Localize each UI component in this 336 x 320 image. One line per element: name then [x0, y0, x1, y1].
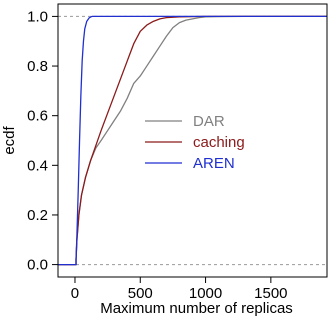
legend-label: caching: [193, 134, 245, 151]
y-tick-label: 0.6: [27, 108, 48, 125]
y-tick-label: 0.8: [27, 58, 48, 75]
x-tick-label: 1000: [189, 285, 222, 302]
x-axis: 0 500 1000 1500: [71, 277, 288, 302]
y-axis-title: ecdf: [1, 125, 18, 154]
legend-label: AREN: [193, 155, 235, 172]
series-line-aren: [58, 15, 327, 266]
series-line-caching: [58, 15, 327, 266]
y-axis: 0.0 0.2 0.4 0.6 0.8 1.0: [27, 8, 58, 274]
y-tick-label: 1.0: [27, 8, 48, 25]
x-axis-title: Maximum number of replicas: [100, 300, 293, 317]
y-tick-label: 0.0: [27, 257, 48, 274]
x-tick-label: 500: [128, 285, 153, 302]
x-tick-label: 0: [71, 285, 79, 302]
legend-label: DAR: [193, 113, 225, 130]
y-tick-label: 0.4: [27, 157, 48, 174]
x-tick-label: 1500: [254, 285, 287, 302]
plot-frame: [57, 3, 328, 278]
series-lines: [58, 15, 327, 266]
legend: DAR caching AREN: [145, 113, 245, 172]
y-tick-label: 0.2: [27, 207, 48, 224]
